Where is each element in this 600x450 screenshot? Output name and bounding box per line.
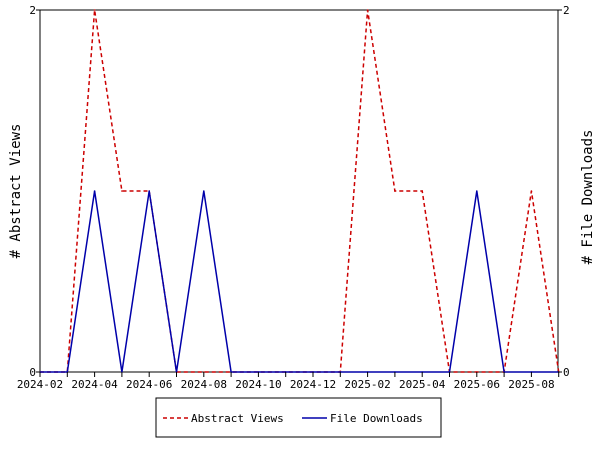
x-tick-label: 2025-08 <box>508 378 554 391</box>
y-right-axis-title: # File Downloads <box>580 130 596 265</box>
x-tick-label: 2024-10 <box>235 378 281 391</box>
y-left-axis-title: # Abstract Views <box>8 124 24 259</box>
data-point-file-downloads <box>93 190 96 192</box>
x-tick-label: 2025-06 <box>454 378 500 391</box>
x-tick-label: 2025-04 <box>399 378 446 391</box>
x-tick-label: 2024-04 <box>71 378 118 391</box>
legend-label-file-downloads: File Downloads <box>330 412 423 425</box>
data-point-abstract-views <box>93 9 96 11</box>
y-right-tick-label: 2 <box>563 4 570 17</box>
data-point-abstract-views <box>394 190 396 192</box>
x-axis-ticks: 2024-02 2024-04 2024-06 2024-08 2024-10 2024-… <box>17 372 560 391</box>
plot-frame <box>39 9 559 373</box>
series-line-file-downloads <box>40 190 559 373</box>
legend-label-abstract-views: Abstract Views <box>191 412 284 425</box>
y-axis-ticks: 0 2 0 2 <box>29 4 569 379</box>
data-point-abstract-views <box>121 190 123 192</box>
x-tick-label: 2024-12 <box>290 378 336 391</box>
y-left-tick-label: 0 <box>29 366 36 379</box>
x-tick-label: 2024-08 <box>181 378 227 391</box>
data-point-abstract-views <box>530 190 533 192</box>
x-tick-label: 2024-02 <box>17 378 63 391</box>
y-right-tick-label: 0 <box>563 366 570 379</box>
data-point-abstract-views <box>366 9 369 11</box>
data-point-file-downloads <box>476 190 478 192</box>
x-tick-label: 2025-02 <box>344 378 390 391</box>
data-point-file-downloads <box>148 190 150 192</box>
x-tick-label: 2024-06 <box>126 378 172 391</box>
data-point-file-downloads <box>203 190 205 192</box>
legend-box <box>155 397 442 438</box>
data-point-abstract-views <box>421 190 424 192</box>
legend: Abstract Views File Downloads <box>155 397 442 438</box>
y-left-tick-label: 2 <box>29 4 36 17</box>
